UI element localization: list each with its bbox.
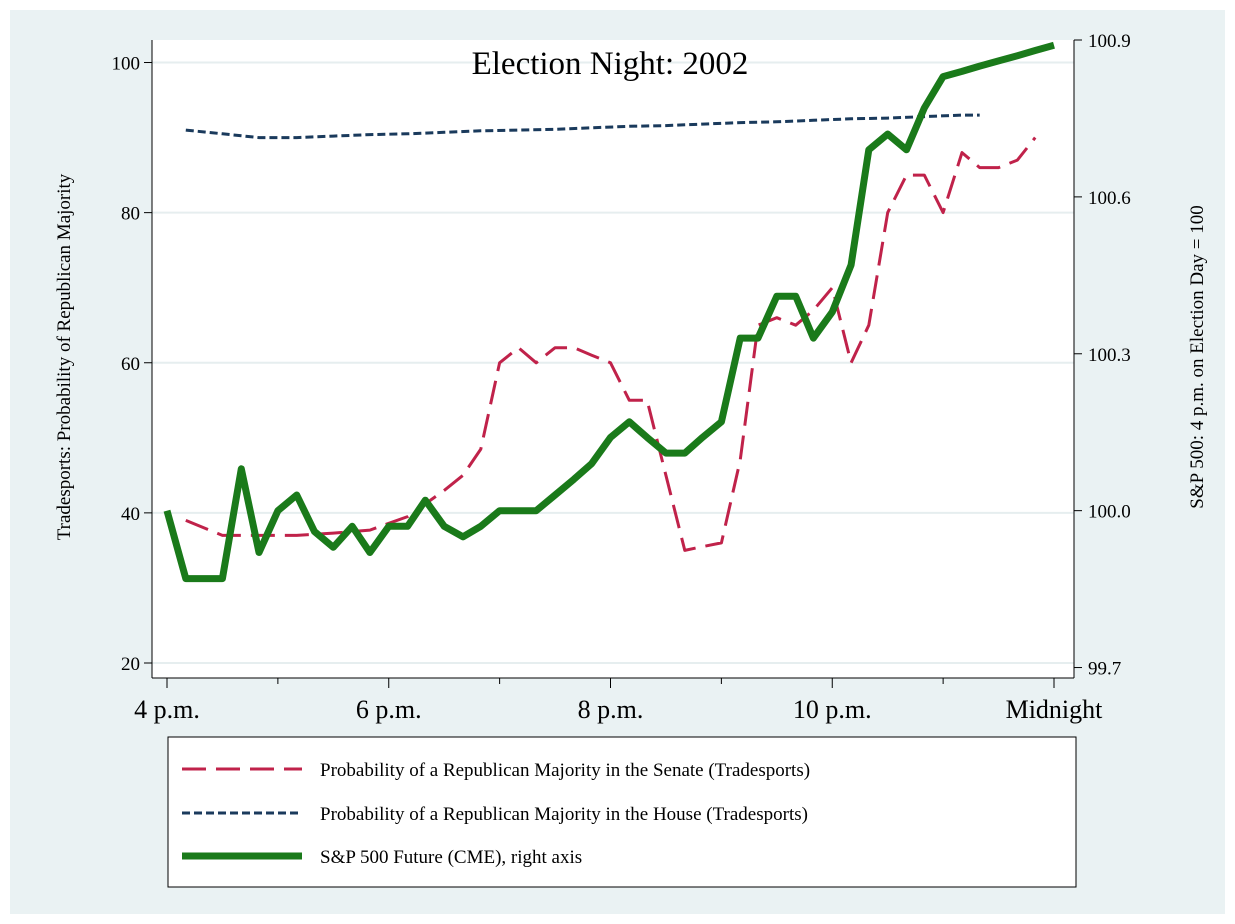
- x-axis-ticks: 4 p.m. 6 p.m. 8 p.m. 10 p.m. Midnight: [134, 678, 1103, 724]
- y-tick-label: 100: [112, 54, 141, 75]
- chart-title: Election Night: 2002: [472, 46, 749, 82]
- figure-background: 4 p.m. 6 p.m. 8 p.m. 10 p.m. Midnight 20 40 60…: [10, 10, 1225, 914]
- y-tick-label: 40: [121, 504, 140, 525]
- y-axis-label: Tradesports: Probability of Republican M…: [54, 173, 75, 540]
- house-probability-line: [185, 113, 980, 140]
- y2-axis-label: S&P 500: 4 p.m. on Election Day = 100: [1187, 205, 1208, 508]
- x-tick-label: 8 p.m.: [578, 695, 644, 724]
- legend-label-house: Probability of a Republican Majority in …: [320, 804, 808, 825]
- sp500-future-line: [163, 41, 1055, 583]
- x-tick-label: 10 p.m.: [793, 695, 872, 724]
- legend-label-sp500: S&P 500 Future (CME), right axis: [320, 847, 582, 868]
- plot-area: [152, 40, 1074, 678]
- y2-tick-label: 100.6: [1088, 188, 1131, 209]
- legend: Probability of a Republican Majority in …: [167, 736, 1077, 888]
- y2-axis-ticks: 99.7 100.0 100.3 100.6 100.9: [1074, 31, 1131, 680]
- y-axis-ticks: 20 40 60 80 100: [112, 54, 152, 675]
- legend-label-senate: Probability of a Republican Majority in …: [320, 760, 810, 781]
- x-tick-label: 4 p.m.: [134, 695, 200, 724]
- y-tick-label: 20: [121, 654, 140, 675]
- y-tick-label: 60: [121, 354, 140, 375]
- x-tick-label: Midnight: [1006, 695, 1104, 724]
- series-lines: [163, 41, 1055, 583]
- y2-tick-label: 100.9: [1088, 31, 1131, 52]
- legend-box: [167, 736, 1077, 888]
- election-night-chart: 4 p.m. 6 p.m. 8 p.m. 10 p.m. Midnight 20 40 60…: [54, 31, 1208, 888]
- y-tick-label: 80: [121, 204, 140, 225]
- y2-tick-label: 99.7: [1088, 659, 1121, 680]
- x-tick-label: 6 p.m.: [356, 695, 422, 724]
- y2-tick-label: 100.3: [1088, 345, 1131, 366]
- y2-tick-label: 100.0: [1088, 502, 1131, 523]
